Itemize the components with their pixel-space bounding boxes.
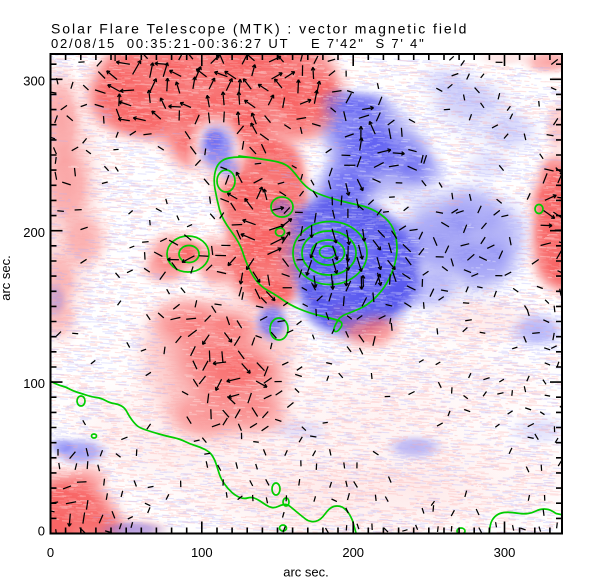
svg-text:300: 300 [23, 74, 45, 89]
svg-text:100: 100 [23, 376, 45, 391]
svg-text:0: 0 [38, 524, 45, 539]
svg-text:300: 300 [494, 545, 516, 560]
svg-text:arc sec.: arc sec. [0, 255, 13, 301]
svg-text:Solar Flare Telescope (MTK) :: Solar Flare Telescope (MTK) : vector mag… [51, 21, 468, 37]
svg-text:200: 200 [23, 225, 45, 240]
svg-text:0: 0 [47, 545, 54, 560]
svg-text:02/08/15 00:35:21-00:36:27 UT: 02/08/15 00:35:21-00:36:27 UT E 7'42" S … [51, 36, 426, 51]
svg-text:arc sec.: arc sec. [283, 565, 329, 580]
svg-text:100: 100 [191, 545, 213, 560]
svg-text:200: 200 [342, 545, 364, 560]
